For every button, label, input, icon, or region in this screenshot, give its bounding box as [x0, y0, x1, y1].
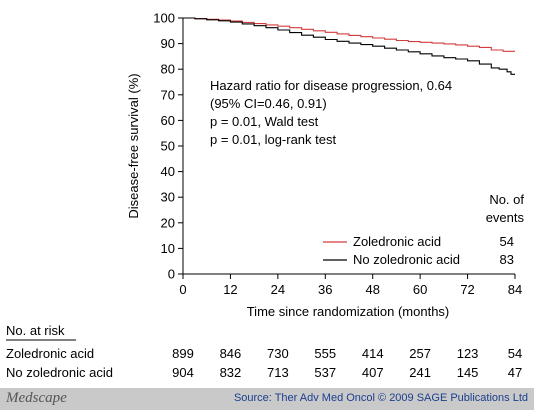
y-tick-label: 60 [161, 113, 175, 128]
at-risk-value: 54 [508, 346, 522, 361]
x-tick-label: 0 [179, 282, 186, 297]
at-risk-value: 846 [220, 346, 242, 361]
y-tick-label: 50 [161, 139, 175, 154]
annotation-line: p = 0.01, Wald test [210, 114, 319, 129]
x-tick-label: 24 [271, 282, 285, 297]
at-risk-value: 407 [362, 365, 384, 380]
medscape-logo: Medscape [6, 390, 67, 406]
at-risk-row-label: No zoledronic acid [6, 365, 113, 380]
events-header-line1: No. of [489, 192, 524, 207]
y-tick-label: 80 [161, 62, 175, 77]
y-tick-label: 100 [153, 11, 175, 26]
at-risk-value: 537 [314, 365, 336, 380]
x-tick-label: 36 [318, 282, 332, 297]
x-tick-label: 84 [508, 282, 522, 297]
x-axis-label: Time since randomization (months) [247, 304, 450, 319]
y-axis-label: Disease-free survival (%) [126, 73, 141, 218]
at-risk-value: 730 [267, 346, 289, 361]
at-risk-value: 257 [409, 346, 431, 361]
events-header-line2: events [486, 210, 525, 225]
curve-zoledronic-acid [183, 17, 515, 52]
curve-no-zoledronic-acid [183, 17, 515, 75]
at-risk-value: 47 [508, 365, 522, 380]
at-risk-value: 145 [457, 365, 479, 380]
at-risk-header: No. at risk [6, 323, 65, 338]
legend: Zoledronic acid 54 No zoledronic acid 83 [323, 234, 514, 267]
at-risk-value: 414 [362, 346, 384, 361]
x-tick-label: 60 [413, 282, 427, 297]
at-risk-value: 713 [267, 365, 289, 380]
hazard-ratio-annotation: Hazard ratio for disease progression, 0.… [210, 78, 452, 147]
at-risk-value: 904 [172, 365, 194, 380]
y-tick-label: 40 [161, 164, 175, 179]
legend-events-no-zoledronic: 83 [500, 252, 514, 267]
y-tick-label: 20 [161, 215, 175, 230]
x-tick-label: 72 [460, 282, 474, 297]
y-tick-label: 0 [168, 267, 175, 282]
at-risk-row-label: Zoledronic acid [6, 346, 94, 361]
at-risk-value: 899 [172, 346, 194, 361]
y-tick-label: 10 [161, 241, 175, 256]
at-risk-value: 123 [457, 346, 479, 361]
footer-bar: Medscape Source: Ther Adv Med Oncol © 20… [0, 388, 534, 410]
at-risk-value: 832 [220, 365, 242, 380]
annotation-line: (95% CI=0.46, 0.91) [210, 96, 327, 111]
y-tick-label: 90 [161, 36, 175, 51]
survival-chart: Disease-free survival (%) Time since ran… [6, 11, 525, 380]
source-credit: Source: Ther Adv Med Oncol © 2009 SAGE P… [233, 392, 528, 404]
at-risk-value: 555 [314, 346, 336, 361]
annotation-line: p = 0.01, log-rank test [210, 132, 336, 147]
x-tick-label: 12 [223, 282, 237, 297]
x-tick-label: 48 [365, 282, 379, 297]
legend-label-zoledronic: Zoledronic acid [353, 234, 441, 249]
annotation-line: Hazard ratio for disease progression, 0.… [210, 78, 452, 93]
at-risk-value: 241 [409, 365, 431, 380]
legend-events-zoledronic: 54 [500, 234, 514, 249]
y-tick-label: 70 [161, 87, 175, 102]
y-tick-label: 30 [161, 190, 175, 205]
legend-label-no-zoledronic: No zoledronic acid [353, 252, 460, 267]
